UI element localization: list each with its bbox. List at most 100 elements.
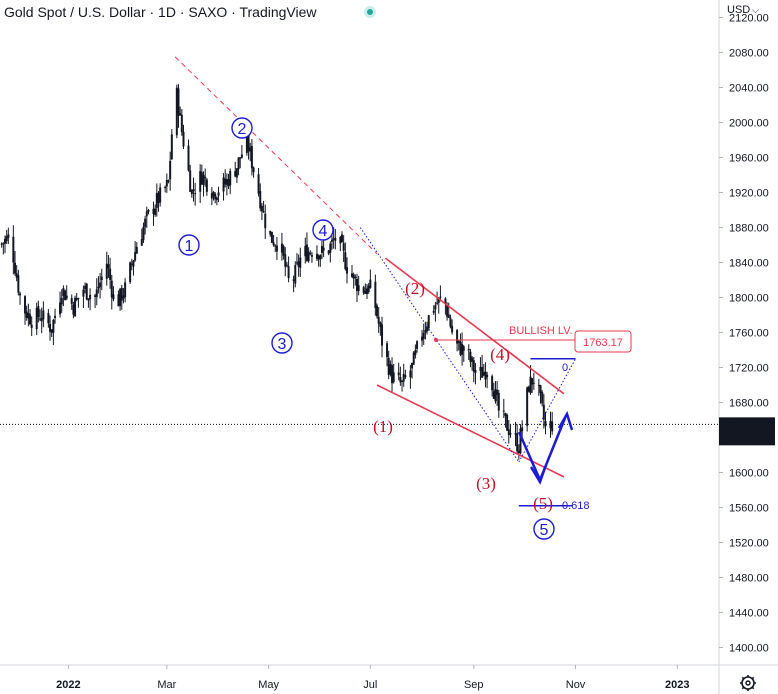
candle-body	[451, 325, 454, 333]
candle-body	[526, 387, 529, 426]
candle-body	[194, 193, 197, 195]
svg-text:1: 1	[185, 238, 194, 255]
svg-text:4: 4	[319, 223, 328, 240]
candle-body	[531, 378, 534, 385]
chevron-down-icon[interactable]: ⌵	[752, 6, 759, 16]
candle-body	[402, 373, 405, 382]
candle-body	[317, 255, 320, 260]
candle-body	[434, 305, 437, 310]
candle-body	[167, 180, 170, 182]
candle-body	[144, 218, 147, 227]
candle-body	[297, 261, 300, 267]
price-tick-label: 1440.00	[729, 608, 769, 620]
candle-body	[472, 360, 475, 372]
candle-body	[389, 364, 392, 375]
wave-label-blue-1[interactable]: 1	[178, 234, 200, 256]
candle-body	[199, 171, 202, 192]
candle-body	[327, 250, 330, 254]
candle-body	[112, 294, 115, 300]
candle-body	[240, 154, 243, 158]
wave-label-red-3[interactable]: (3)	[476, 474, 496, 493]
candle-body	[282, 246, 285, 256]
wave-label-red-4[interactable]: (4)	[490, 345, 510, 364]
candle-body	[457, 340, 460, 344]
candle-body	[169, 160, 172, 180]
candle-body	[269, 230, 272, 235]
candle-body	[527, 386, 530, 392]
wave-label-red-1[interactable]: (1)	[373, 417, 393, 436]
candle-body	[257, 174, 260, 194]
candle-body	[295, 262, 298, 264]
candle-body	[64, 290, 67, 301]
candle-body	[544, 421, 547, 427]
candle-body	[262, 211, 265, 213]
candle-body	[77, 297, 80, 299]
candle-body	[412, 352, 415, 365]
candle-body	[315, 253, 318, 259]
candle-body	[514, 433, 517, 435]
trend-line	[384, 257, 565, 395]
candle-body	[84, 285, 87, 289]
candle-body	[549, 421, 552, 429]
candle-body	[260, 205, 263, 212]
bar-countdown: 11:28:10	[727, 432, 769, 444]
candle-body	[529, 376, 532, 393]
candle-body	[130, 263, 133, 265]
candle-body	[504, 412, 507, 417]
candle-body	[350, 273, 353, 277]
candle-body	[374, 281, 377, 308]
wave-label-blue-2[interactable]: 2	[231, 117, 253, 139]
candle-body	[521, 427, 524, 432]
candle-body	[52, 319, 55, 333]
wave-label-red-5[interactable]: (5)	[533, 494, 553, 513]
trend-line	[518, 358, 576, 463]
candle-body	[481, 366, 484, 378]
candle-body	[54, 315, 57, 318]
candle-body	[471, 357, 474, 362]
price-tick-label: 1880.00	[729, 223, 769, 235]
candle-body	[494, 389, 497, 402]
currency-label[interactable]: USD	[727, 4, 750, 16]
price-tick-label: 1680.00	[729, 398, 769, 410]
candle-body	[175, 87, 178, 136]
candle-body	[461, 343, 464, 355]
wave-label-blue-4[interactable]: 4	[312, 219, 334, 241]
candle-body	[537, 384, 540, 386]
candle-body	[362, 287, 365, 293]
candle-body	[49, 323, 52, 332]
candle-body	[50, 329, 53, 333]
candle-body	[496, 389, 499, 395]
candle-body	[332, 238, 335, 240]
candle-body	[164, 187, 167, 189]
candle-body	[87, 298, 90, 301]
candle-body	[107, 264, 110, 269]
price-tick-label: 1960.00	[729, 153, 769, 165]
candle-body	[469, 351, 472, 363]
candle-body	[287, 266, 290, 279]
candle-body	[424, 329, 427, 333]
candle-body	[506, 414, 509, 431]
wave-label-red-2[interactable]: (2)	[405, 279, 425, 298]
candle-body	[19, 293, 22, 296]
gear-icon[interactable]	[740, 675, 756, 691]
candle-body	[516, 433, 519, 452]
candle-body	[482, 372, 485, 376]
candle-body	[426, 326, 429, 332]
candle-body	[30, 324, 33, 329]
price-tick-label: 2080.00	[729, 48, 769, 60]
market-status-dot-core	[367, 9, 373, 15]
time-tick-label: Mar	[157, 679, 176, 691]
time-tick-label: 2023	[665, 679, 689, 691]
candle-body	[205, 179, 208, 192]
wave-label-blue-5[interactable]: 5	[533, 518, 555, 540]
candle-body	[120, 287, 123, 301]
candle-body	[37, 306, 40, 318]
candle-body	[421, 336, 424, 341]
candle-body	[381, 324, 384, 346]
candle-body	[280, 243, 283, 253]
price-tick-label: 1840.00	[729, 258, 769, 270]
wave-label-blue-3[interactable]: 3	[271, 332, 293, 354]
candle-body	[502, 410, 505, 412]
candle-body	[132, 260, 135, 267]
